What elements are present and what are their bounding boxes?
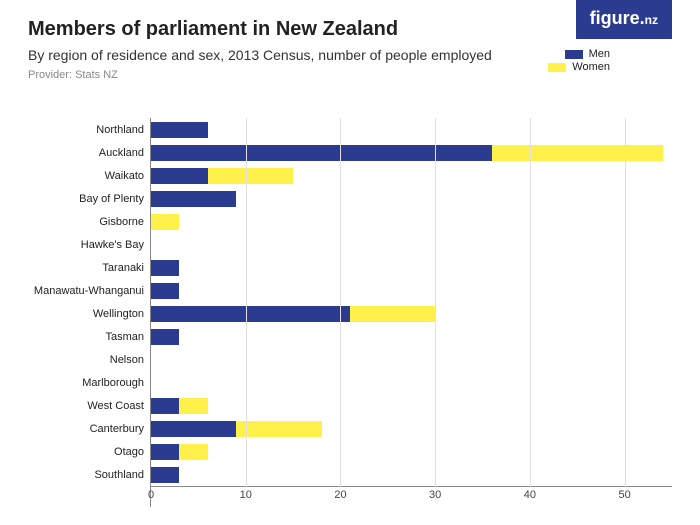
bar-segment-men: [151, 191, 236, 207]
bar-row: [151, 141, 672, 164]
y-label: Auckland: [28, 141, 150, 164]
bar-row: [151, 418, 672, 441]
y-label: Wellington: [28, 303, 150, 326]
legend: Men Women: [548, 48, 610, 74]
x-tick: 0: [148, 489, 154, 501]
bar-row: [151, 395, 672, 418]
bar-segment-women: [236, 421, 321, 437]
x-tick: 20: [334, 489, 346, 501]
bar-row: [151, 256, 672, 279]
bar-row: [151, 372, 672, 395]
x-tick: 30: [429, 489, 441, 501]
y-label: Canterbury: [28, 418, 150, 441]
bar-segment-men: [151, 329, 179, 345]
grid-line: [625, 118, 626, 487]
bar-row: [151, 118, 672, 141]
legend-swatch-men: [565, 50, 583, 59]
bar-segment-men: [151, 283, 179, 299]
legend-label-men: Men: [589, 48, 610, 60]
logo-suffix: nz: [645, 13, 658, 27]
legend-swatch-women: [548, 63, 566, 72]
bar-segment-women: [350, 306, 435, 322]
grid-line: [435, 118, 436, 487]
bar-row: [151, 464, 672, 487]
x-tick: 50: [619, 489, 631, 501]
bar-row: [151, 441, 672, 464]
bar-segment-women: [151, 214, 179, 230]
bar-segment-men: [151, 421, 236, 437]
y-label: Northland: [28, 118, 150, 141]
bar-segment-women: [208, 168, 293, 184]
y-label: Marlborough: [28, 372, 150, 395]
logo-text: figure.: [590, 8, 645, 28]
figurenz-logo: figure.nz: [576, 0, 672, 39]
y-axis-labels: NorthlandAucklandWaikatoBay of PlentyGis…: [28, 118, 150, 507]
y-label: Waikato: [28, 164, 150, 187]
y-label: Nelson: [28, 349, 150, 372]
bar-segment-men: [151, 122, 208, 138]
x-tick: 10: [240, 489, 252, 501]
y-label: Gisborne: [28, 210, 150, 233]
y-label: Tasman: [28, 326, 150, 349]
chart-container: figure.nz Members of parliament in New Z…: [0, 0, 700, 525]
plot-area: 0 10 20 30 40 50: [150, 118, 672, 507]
bars: [151, 118, 672, 487]
y-label: Bay of Plenty: [28, 187, 150, 210]
bar-segment-men: [151, 306, 350, 322]
bar-segment-women: [179, 398, 207, 414]
bar-row: [151, 349, 672, 372]
bar-segment-men: [151, 260, 179, 276]
bar-segment-men: [151, 398, 179, 414]
bar-row: [151, 164, 672, 187]
x-axis: 0 10 20 30 40 50: [151, 487, 672, 507]
legend-label-women: Women: [572, 61, 610, 73]
grid-line: [530, 118, 531, 487]
legend-item-men: Men: [548, 48, 610, 60]
grid-line: [246, 118, 247, 487]
y-label: Otago: [28, 441, 150, 464]
bar-row: [151, 233, 672, 256]
chart-area: NorthlandAucklandWaikatoBay of PlentyGis…: [28, 118, 672, 507]
bar-segment-men: [151, 467, 179, 483]
y-label: Manawatu-Whanganui: [28, 279, 150, 302]
y-label: Taranaki: [28, 256, 150, 279]
bar-segment-men: [151, 145, 492, 161]
bar-segment-men: [151, 168, 208, 184]
x-tick: 40: [524, 489, 536, 501]
bar-segment-men: [151, 444, 179, 460]
bar-row: [151, 279, 672, 302]
grid-line: [340, 118, 341, 487]
bar-segment-women: [179, 444, 207, 460]
bar-row: [151, 187, 672, 210]
bar-row: [151, 210, 672, 233]
legend-item-women: Women: [548, 61, 610, 73]
y-label: Southland: [28, 464, 150, 487]
y-label: West Coast: [28, 395, 150, 418]
bar-row: [151, 303, 672, 326]
bar-row: [151, 326, 672, 349]
bar-segment-women: [492, 145, 663, 161]
y-label: Hawke's Bay: [28, 233, 150, 256]
